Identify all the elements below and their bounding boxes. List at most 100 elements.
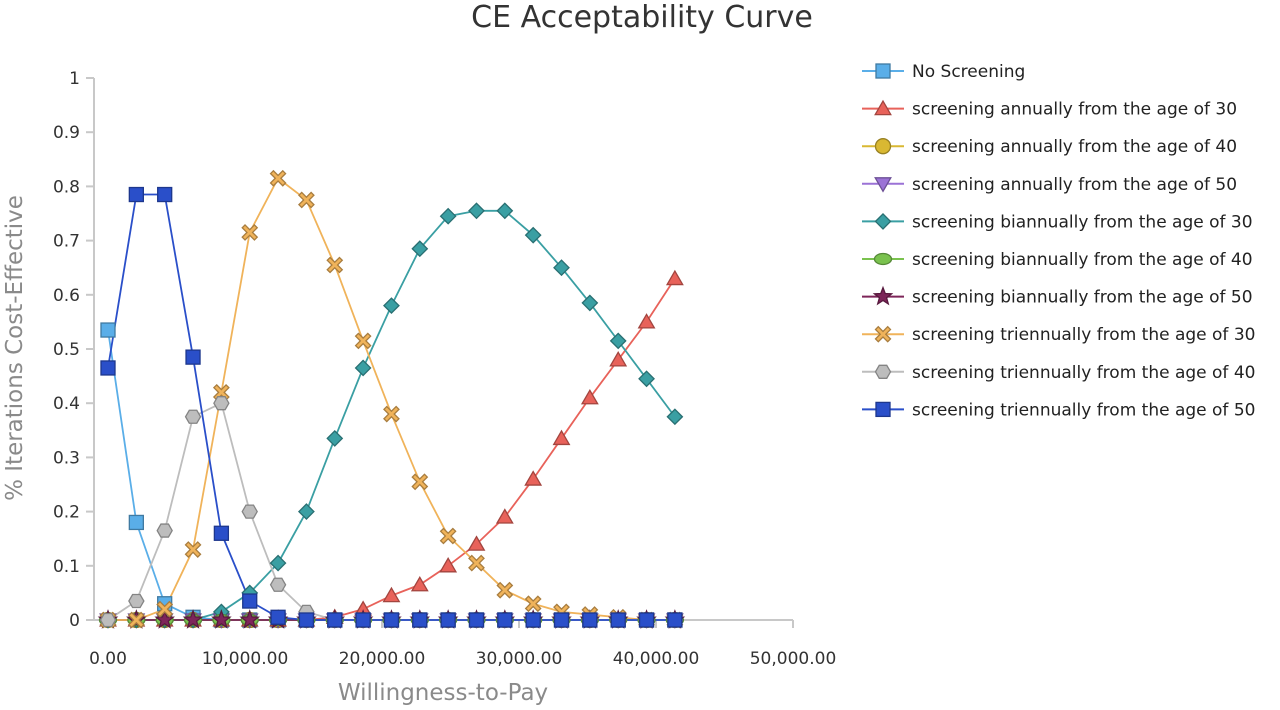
- data-point: [524, 226, 542, 244]
- data-point: [213, 525, 230, 541]
- data-point: [184, 541, 202, 558]
- data-point: [495, 508, 514, 524]
- data-point: [100, 322, 116, 338]
- data-point: [269, 577, 287, 592]
- data-point: [552, 429, 571, 446]
- data-point: [242, 593, 258, 609]
- series-markers-8: [99, 169, 684, 629]
- y-tick-label: 0.1: [53, 557, 80, 577]
- data-point: [100, 360, 116, 376]
- data-point: [213, 396, 230, 411]
- chart-title: CE Acceptability Curve: [471, 0, 813, 35]
- legend-marker: [874, 325, 892, 343]
- data-point: [609, 351, 628, 367]
- legend-item-6: screening biannually from the age of 40: [862, 250, 1253, 270]
- data-point: [382, 586, 401, 603]
- data-point: [524, 595, 542, 613]
- data-point: [496, 581, 514, 599]
- data-point: [580, 388, 599, 405]
- data-point: [439, 557, 458, 573]
- data-point: [355, 612, 371, 628]
- data-point: [327, 612, 343, 628]
- legend-label: No Screening: [912, 62, 1025, 82]
- x-tick-label: 20,000.00: [339, 649, 426, 669]
- legend-item-5: screening biannually from the age of 30: [862, 212, 1253, 232]
- data-point: [439, 527, 457, 545]
- data-point: [553, 259, 570, 277]
- data-point: [525, 612, 541, 628]
- legend-marker: [874, 99, 892, 116]
- data-point: [156, 523, 173, 538]
- data-point: [467, 535, 486, 551]
- data-point: [383, 297, 400, 315]
- data-point: [154, 609, 176, 629]
- legend-item-4: screening annually from the age of 50: [862, 175, 1237, 195]
- series-line-10: [107, 193, 675, 621]
- data-point: [326, 430, 344, 447]
- legend-marker: [874, 177, 892, 193]
- data-point: [665, 269, 684, 286]
- data-point: [354, 359, 372, 377]
- data-point: [610, 612, 626, 628]
- data-point: [99, 612, 117, 628]
- data-point: [157, 186, 173, 203]
- series-line-1: [107, 329, 675, 621]
- y-tick-label: 0.5: [53, 340, 80, 360]
- series-markers-10: [100, 186, 683, 628]
- legend-marker: [875, 401, 891, 418]
- data-point: [666, 408, 684, 426]
- x-tick-label: 10,000.00: [202, 649, 289, 669]
- data-point: [609, 332, 627, 350]
- data-point: [156, 600, 174, 618]
- series-markers: [97, 169, 686, 629]
- data-point: [638, 612, 655, 628]
- data-point: [298, 612, 315, 628]
- data-point: [582, 612, 598, 628]
- data-point: [468, 202, 485, 220]
- y-tick-label: 0.6: [53, 286, 80, 306]
- series-markers-1: [100, 322, 683, 628]
- data-point: [211, 609, 232, 629]
- data-point: [412, 612, 428, 628]
- x-axis-title: Willingness-to-Pay: [338, 680, 548, 706]
- y-tick-label: 0.9: [53, 123, 80, 143]
- legend-item-9: screening triennually from the age of 40: [862, 363, 1255, 383]
- data-point: [270, 609, 286, 625]
- data-point: [667, 612, 683, 628]
- legend-marker: [873, 252, 893, 266]
- data-point: [184, 409, 202, 424]
- data-point: [637, 313, 656, 329]
- data-point: [182, 609, 204, 629]
- y-tick-label: 0.2: [53, 503, 80, 523]
- legend-item-7: screening biannually from the age of 50: [862, 285, 1253, 308]
- data-point: [524, 470, 543, 486]
- data-point: [128, 593, 145, 609]
- data-point: [411, 240, 429, 258]
- data-point: [128, 514, 144, 531]
- x-tick-label: 0.00: [89, 649, 127, 669]
- y-tick-label: 1: [69, 69, 80, 89]
- legend-item-2: screening annually from the age of 30: [862, 100, 1237, 120]
- data-point: [127, 611, 145, 629]
- legend-item-10: screening triennually from the age of 50: [862, 400, 1255, 420]
- data-point: [269, 554, 287, 572]
- legend-label: screening triennually from the age of 50: [912, 400, 1255, 420]
- data-point: [185, 349, 201, 365]
- y-tick-label: 0.8: [53, 177, 80, 197]
- legend-label: screening annually from the age of 30: [912, 100, 1237, 120]
- data-point: [410, 575, 429, 592]
- data-point: [383, 405, 400, 423]
- y-axis-title: % Iterations Cost-Effective: [2, 195, 28, 501]
- data-point: [581, 294, 599, 312]
- x-tick-label: 30,000.00: [476, 649, 563, 669]
- data-point: [298, 503, 315, 521]
- data-point: [468, 554, 485, 572]
- legend-item-1: No Screening: [862, 62, 1025, 82]
- legend-marker: [874, 212, 892, 230]
- data-point: [439, 207, 457, 225]
- data-point: [239, 609, 261, 629]
- legend-label: screening annually from the age of 40: [912, 137, 1237, 157]
- series-line-2: [108, 278, 676, 621]
- data-point: [298, 191, 315, 209]
- legend-label: screening biannually from the age of 30: [912, 212, 1253, 232]
